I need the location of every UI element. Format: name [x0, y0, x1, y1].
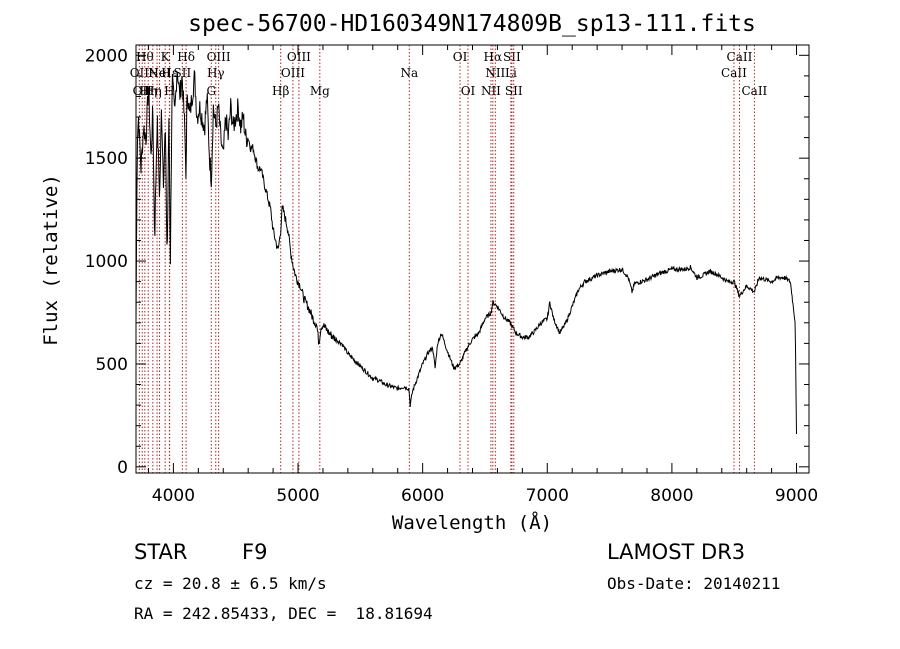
x-tick-label-0: 4000 — [152, 486, 195, 506]
line-marker-label-27: SII — [505, 84, 523, 98]
line-marker-label-19: Na — [400, 66, 418, 80]
y-tick-label-0: 0 — [117, 458, 128, 478]
line-marker-label-5: Ne — [148, 66, 166, 80]
x-axis-label: Wavelength (Å) — [392, 511, 552, 534]
line-marker-label-28: CaII — [721, 66, 747, 80]
line-marker-label-12: G — [206, 84, 216, 98]
y-axis-label: Flux (relative) — [40, 174, 62, 346]
line-marker-label-26: SII — [503, 50, 521, 64]
x-tick-label-3: 7000 — [526, 486, 569, 506]
line-marker-label-21: OI — [461, 84, 476, 98]
line-marker-label-25: Li — [505, 66, 517, 80]
chart-title: spec-56700-HD160349N174809B_sp13-111.fit… — [188, 11, 756, 37]
line-marker-label-4: Hη — [144, 84, 162, 98]
y-tick-label-3: 1500 — [85, 149, 128, 169]
line-marker-label-23: Hα — [484, 50, 503, 64]
line-marker-label-20: OI — [453, 50, 468, 64]
line-marker-label-30: CaII — [741, 84, 767, 98]
line-marker-label-14: OIII — [207, 50, 231, 64]
line-marker-label-7: K — [161, 50, 171, 64]
axis-ticks: 4000 5000 6000 7000 8000 9000 0 500 1000 1500 2000 — [85, 45, 818, 506]
line-marker-label-1: OII — [133, 84, 153, 98]
line-marker-label-9: Hε — [161, 66, 178, 80]
y-tick-label-1: 500 — [96, 355, 128, 375]
line-marker-label-11: Hδ — [177, 50, 195, 64]
obs-date: Obs-Date: 20140211 — [607, 574, 781, 593]
x-tick-label-5: 9000 — [775, 486, 818, 506]
y-tick-label-4: 2000 — [85, 46, 128, 66]
line-marker-label-15: Hβ — [272, 84, 289, 98]
line-marker-label-29: CaII — [727, 50, 753, 64]
redshift-cz: cz = 20.8 ± 6.5 km/s — [134, 574, 327, 593]
x-tick-label-1: 5000 — [276, 486, 319, 506]
y-tick-label-2: 1000 — [85, 252, 128, 272]
x-tick-label-2: 6000 — [401, 486, 444, 506]
plot-frame — [135, 44, 810, 474]
line-marker-label-18: Mg — [310, 84, 330, 98]
line-marker-label-13: Hγ — [207, 66, 225, 80]
line-marker-label-24: NII — [485, 66, 505, 80]
object-subclass: F9 — [242, 540, 268, 564]
x-tick-label-4: 8000 — [650, 486, 693, 506]
emission-line-markers: OIIOIIHθHηHηNeHeIKHHεSIIHδGHγOIIIHβOIIIO… — [130, 45, 768, 473]
ra-dec: RA = 242.85433, DEC = 18.81694 — [134, 604, 433, 623]
spectrum-series-line — [135, 70, 797, 435]
line-marker-label-2: Hθ — [136, 50, 154, 64]
line-marker-label-0: OII — [130, 66, 150, 80]
survey-name: LAMOST DR3 — [607, 540, 746, 564]
object-class: STAR — [134, 540, 188, 564]
line-marker-label-17: OIII — [287, 50, 311, 64]
line-marker-label-22: NII — [481, 84, 501, 98]
spectrum-chart: spec-56700-HD160349N174809B_sp13-111.fit… — [40, 11, 818, 534]
line-marker-label-16: OIII — [281, 66, 305, 80]
